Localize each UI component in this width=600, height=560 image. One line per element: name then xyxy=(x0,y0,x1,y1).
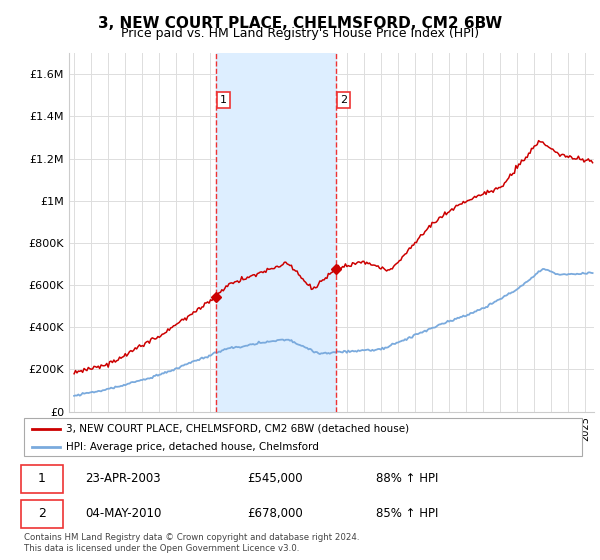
Text: Price paid vs. HM Land Registry's House Price Index (HPI): Price paid vs. HM Land Registry's House … xyxy=(121,27,479,40)
Text: HPI: Average price, detached house, Chelmsford: HPI: Average price, detached house, Chel… xyxy=(66,442,319,452)
Text: 1: 1 xyxy=(220,95,227,105)
Text: 23-APR-2003: 23-APR-2003 xyxy=(85,472,161,486)
Text: 3, NEW COURT PLACE, CHELMSFORD, CM2 6BW: 3, NEW COURT PLACE, CHELMSFORD, CM2 6BW xyxy=(98,16,502,31)
Text: 04-MAY-2010: 04-MAY-2010 xyxy=(85,507,162,520)
Text: 85% ↑ HPI: 85% ↑ HPI xyxy=(376,507,438,520)
FancyBboxPatch shape xyxy=(24,418,582,456)
Text: 88% ↑ HPI: 88% ↑ HPI xyxy=(376,472,438,486)
FancyBboxPatch shape xyxy=(21,465,63,493)
Text: 2: 2 xyxy=(340,95,347,105)
Text: 2: 2 xyxy=(38,507,46,520)
Text: Contains HM Land Registry data © Crown copyright and database right 2024.
This d: Contains HM Land Registry data © Crown c… xyxy=(24,533,359,553)
Text: 3, NEW COURT PLACE, CHELMSFORD, CM2 6BW (detached house): 3, NEW COURT PLACE, CHELMSFORD, CM2 6BW … xyxy=(66,424,409,434)
Text: 1: 1 xyxy=(38,472,46,486)
Bar xyxy=(216,53,335,412)
Text: £678,000: £678,000 xyxy=(247,507,303,520)
Text: £545,000: £545,000 xyxy=(247,472,303,486)
FancyBboxPatch shape xyxy=(21,500,63,528)
